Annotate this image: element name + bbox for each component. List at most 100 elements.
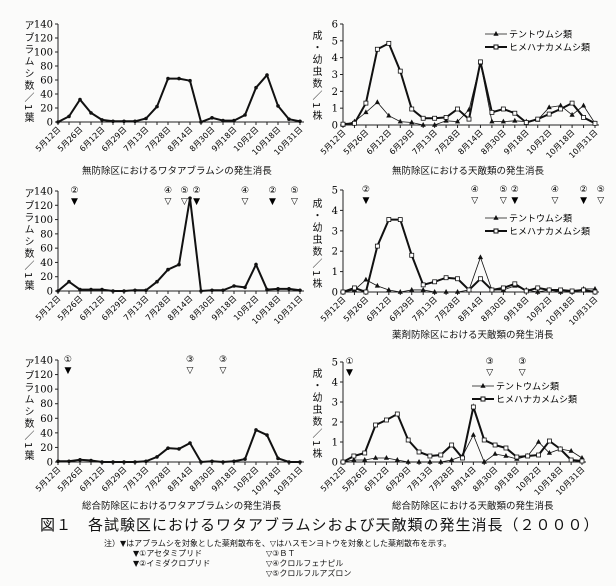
spray-armyworm-marker: ▽	[242, 197, 249, 207]
spray-aphid-marker: ▼	[64, 366, 71, 376]
data-point	[384, 417, 389, 423]
data-point	[155, 104, 159, 109]
data-point	[500, 118, 506, 124]
data-point	[89, 458, 93, 463]
spray-aphid-marker: ▼	[71, 197, 78, 207]
data-point	[352, 120, 357, 126]
spray-number: ②	[580, 185, 588, 195]
data-point	[221, 288, 225, 293]
note-item: ▽③ＢＴ	[266, 549, 296, 558]
y-tick-label: 80	[40, 229, 53, 240]
data-point	[243, 285, 247, 290]
data-point	[420, 286, 426, 292]
spray-armyworm-marker: ▽	[500, 196, 507, 206]
y-axis-label: アブラムシ数／1葉	[22, 358, 33, 463]
y-tick-label: 5	[332, 358, 338, 369]
data-point	[298, 119, 302, 124]
y-tick-label: 4	[332, 206, 338, 217]
data-point	[579, 455, 585, 460]
data-point	[340, 121, 346, 127]
data-point	[276, 104, 280, 108]
data-point	[546, 111, 552, 117]
data-point	[489, 287, 495, 293]
data-point	[470, 432, 476, 437]
spray-number: ②	[193, 186, 201, 196]
y-tick-label: 100	[34, 385, 53, 396]
data-point	[287, 117, 291, 121]
data-point	[265, 287, 269, 292]
spray-number: ④	[164, 186, 172, 196]
y-tick-label: 60	[40, 76, 53, 87]
series-line-ワタアブラムシ	[57, 73, 301, 124]
data-point	[581, 287, 586, 293]
y-tick-label: 3	[332, 70, 338, 81]
data-point	[276, 456, 280, 461]
spray-aphid-marker: ▼	[511, 196, 518, 206]
data-point	[122, 119, 126, 124]
y-tick-label: 1	[332, 267, 338, 278]
spray-aphid-marker: ▼	[269, 197, 276, 207]
data-point	[512, 117, 518, 123]
y-tick-label: 0	[332, 288, 338, 299]
data-point	[535, 285, 541, 291]
data-point	[133, 119, 137, 124]
chart-caption: 無防除区におけるワタアブラムシの発生消長	[82, 166, 272, 177]
spray-armyworm-marker: ▽	[486, 368, 493, 378]
data-point	[420, 115, 426, 121]
data-point	[386, 40, 392, 46]
data-point	[478, 276, 483, 282]
y-tick-label: 40	[40, 428, 53, 439]
data-point	[409, 286, 415, 292]
y-tick-label: 0	[332, 121, 338, 132]
data-point	[199, 289, 203, 293]
data-point	[363, 276, 369, 282]
legend-label: ヒメハナカメムシ類	[509, 227, 590, 238]
data-point	[56, 289, 60, 293]
series-line-ワタアブラムシ	[57, 197, 301, 293]
spray-number: ②	[511, 185, 519, 195]
data-point	[443, 117, 449, 123]
data-point	[546, 450, 553, 455]
data-point	[372, 455, 379, 460]
spray-number: ④	[241, 186, 249, 196]
data-point	[363, 289, 369, 295]
data-point	[514, 454, 520, 460]
spray-number: ⑤	[290, 186, 298, 196]
data-point	[386, 112, 392, 118]
legend-marker	[480, 396, 486, 402]
data-point	[477, 254, 484, 260]
spray-number: ③	[219, 355, 227, 365]
data-point	[67, 459, 71, 464]
spray-aphid-marker: ▼	[362, 196, 369, 206]
y-tick-label: 20	[40, 443, 53, 454]
data-point	[363, 109, 369, 115]
data-point	[394, 457, 400, 462]
data-point	[432, 289, 438, 294]
figure-title: 図１ 各試験区におけるワタアブラムシおよび天敵類の発生消長（２０００）	[40, 516, 600, 534]
spray-armyworm-marker: ▽	[220, 366, 227, 376]
data-point	[276, 287, 280, 291]
series-line-ワタアブラムシ	[58, 428, 300, 464]
data-point	[592, 289, 598, 295]
chart-1: 01234565月12日5月26日6月12日6月29日7月13日7月28日8月1…	[319, 20, 599, 161]
data-point	[340, 459, 346, 465]
data-point	[254, 85, 258, 90]
data-point	[580, 102, 587, 108]
data-point	[78, 287, 82, 292]
data-point	[232, 284, 236, 288]
data-point	[416, 449, 422, 455]
data-point	[523, 120, 529, 125]
data-point	[536, 452, 541, 458]
spray-armyworm-marker: ▽	[187, 366, 194, 376]
data-point	[503, 453, 509, 458]
y-tick-label: 0	[47, 118, 53, 129]
y-tick-label: 120	[34, 201, 53, 212]
data-point	[265, 433, 269, 437]
data-point	[492, 442, 498, 448]
data-point	[188, 441, 192, 445]
data-point	[525, 453, 531, 459]
data-point	[489, 118, 495, 124]
chart-3: 0123455月12日5月26日6月12日6月29日7月13日7月28日8月14…	[319, 185, 605, 327]
data-point	[56, 120, 60, 124]
data-point	[100, 287, 104, 292]
